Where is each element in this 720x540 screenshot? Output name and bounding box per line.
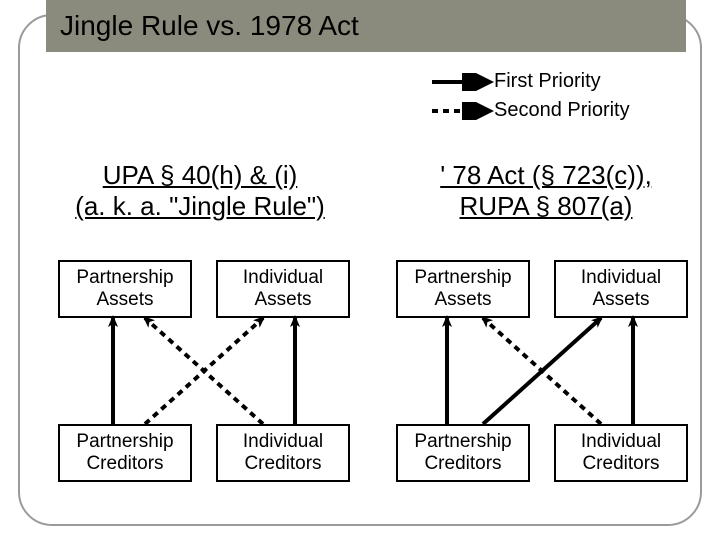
right-individual-assets-box: IndividualAssets	[554, 260, 688, 318]
right-partnership-assets-box: PartnershipAssets	[396, 260, 530, 318]
left-individual-assets-box: IndividualAssets	[216, 260, 350, 318]
left-heading-line1: UPA § 40(h) & (i)	[60, 160, 340, 191]
legend-second-label: Second Priority	[494, 99, 630, 122]
box-label: IndividualAssets	[243, 267, 323, 311]
box-label: PartnershipCreditors	[414, 431, 511, 475]
title-bar: Jingle Rule vs. 1978 Act	[46, 0, 686, 52]
right-partnership-creditors-box: PartnershipCreditors	[396, 424, 530, 482]
slide-title: Jingle Rule vs. 1978 Act	[60, 10, 359, 42]
box-label: IndividualAssets	[581, 267, 661, 311]
left-heading-line2: (a. k. a. "Jingle Rule")	[60, 191, 340, 222]
left-column-heading: UPA § 40(h) & (i) (a. k. a. "Jingle Rule…	[60, 160, 340, 222]
right-column-heading: ' 78 Act (§ 723(c)), RUPA § 807(a)	[406, 160, 686, 222]
legend-dashed-line-icon	[430, 102, 494, 120]
right-individual-creditors-box: IndividualCreditors	[554, 424, 688, 482]
legend: First Priority Second Priority	[430, 70, 690, 128]
box-label: IndividualCreditors	[243, 431, 323, 475]
box-label: PartnershipAssets	[76, 267, 173, 311]
legend-second-row: Second Priority	[430, 99, 690, 122]
box-label: IndividualCreditors	[581, 431, 661, 475]
left-partnership-creditors-box: PartnershipCreditors	[58, 424, 192, 482]
legend-first-label: First Priority	[494, 70, 601, 93]
box-label: PartnershipAssets	[414, 267, 511, 311]
box-label: PartnershipCreditors	[76, 431, 173, 475]
left-individual-creditors-box: IndividualCreditors	[216, 424, 350, 482]
legend-first-row: First Priority	[430, 70, 690, 93]
right-heading-line1: ' 78 Act (§ 723(c)),	[406, 160, 686, 191]
left-partnership-assets-box: PartnershipAssets	[58, 260, 192, 318]
right-heading-line2: RUPA § 807(a)	[406, 191, 686, 222]
legend-solid-line-icon	[430, 73, 494, 91]
